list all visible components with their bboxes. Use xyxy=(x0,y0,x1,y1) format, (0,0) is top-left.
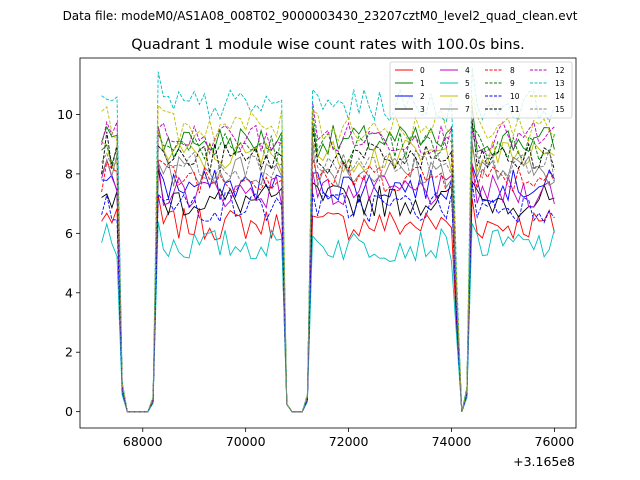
legend-label-1: 1 xyxy=(420,79,425,88)
series-line-11 xyxy=(101,119,555,413)
legend-box xyxy=(389,61,573,119)
x-tick-label: 72000 xyxy=(329,434,369,449)
y-tick-label: 10 xyxy=(57,107,73,122)
legend-label-2: 2 xyxy=(420,92,425,101)
legend-label-13: 13 xyxy=(555,79,565,88)
x-offset-label: +3.165e8 xyxy=(513,454,575,469)
chart-suptitle: Data file: modeM0/AS1A08_008T02_90000034… xyxy=(63,9,578,23)
legend-label-12: 12 xyxy=(555,66,565,75)
y-tick-label: 6 xyxy=(65,226,73,241)
series-line-12 xyxy=(101,101,555,413)
legend-label-3: 3 xyxy=(420,105,425,114)
chart-title: Quadrant 1 module wise count rates with … xyxy=(131,37,525,53)
legend-label-8: 8 xyxy=(510,66,515,75)
x-tick-label: 70000 xyxy=(226,434,266,449)
legend-label-14: 14 xyxy=(555,92,565,101)
series-line-15 xyxy=(101,132,555,413)
y-axis: 0 2 4 6 8 10 xyxy=(57,107,80,419)
x-tick-label: 76000 xyxy=(535,434,575,449)
legend-label-9: 9 xyxy=(510,79,515,88)
legend-label-10: 10 xyxy=(510,92,520,101)
series-line-3 xyxy=(101,168,555,413)
legend-label-15: 15 xyxy=(555,105,565,114)
x-tick-label: 74000 xyxy=(432,434,472,449)
series-line-10 xyxy=(101,182,555,413)
legend-label-11: 11 xyxy=(510,105,520,114)
series-line-5 xyxy=(101,221,555,413)
series-line-9 xyxy=(101,111,555,413)
series-line-6 xyxy=(101,129,555,413)
plot-frame xyxy=(79,57,577,429)
y-tick-label: 4 xyxy=(65,285,73,300)
series-line-8 xyxy=(101,156,555,413)
series-line-14 xyxy=(101,96,555,413)
legend-label-4: 4 xyxy=(465,66,470,75)
legend-label-7: 7 xyxy=(465,105,470,114)
y-tick-label: 8 xyxy=(65,166,73,181)
series-line-7 xyxy=(101,141,555,413)
legend-label-0: 0 xyxy=(420,66,425,75)
plot-area xyxy=(80,58,576,428)
series-line-2 xyxy=(101,163,555,413)
legend-label-5: 5 xyxy=(465,79,470,88)
x-tick-label: 68000 xyxy=(123,434,163,449)
series-line-0 xyxy=(101,194,555,413)
series-layer xyxy=(101,67,555,413)
y-tick-label: 2 xyxy=(65,345,73,360)
legend-label-6: 6 xyxy=(465,92,470,101)
y-tick-label: 0 xyxy=(65,404,73,419)
x-axis: 68000 70000 72000 74000 76000 xyxy=(123,428,574,449)
